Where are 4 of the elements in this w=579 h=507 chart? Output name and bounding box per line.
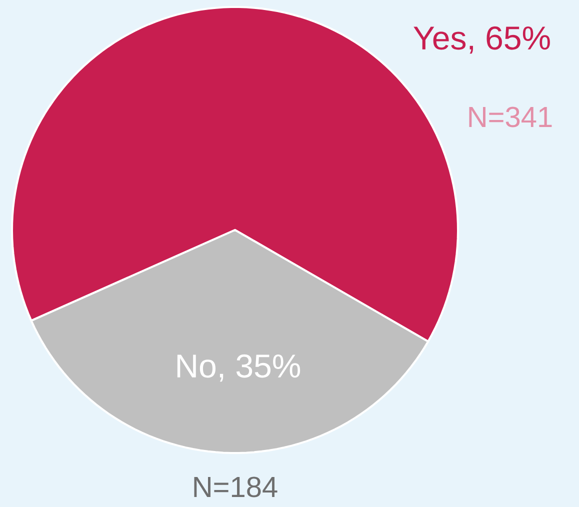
text: N=341 [469, 106, 552, 128]
text: N=184 [194, 476, 278, 498]
slice-label: No, 35% [177, 354, 300, 382]
slice-label: Yes, 65% [414, 26, 550, 54]
